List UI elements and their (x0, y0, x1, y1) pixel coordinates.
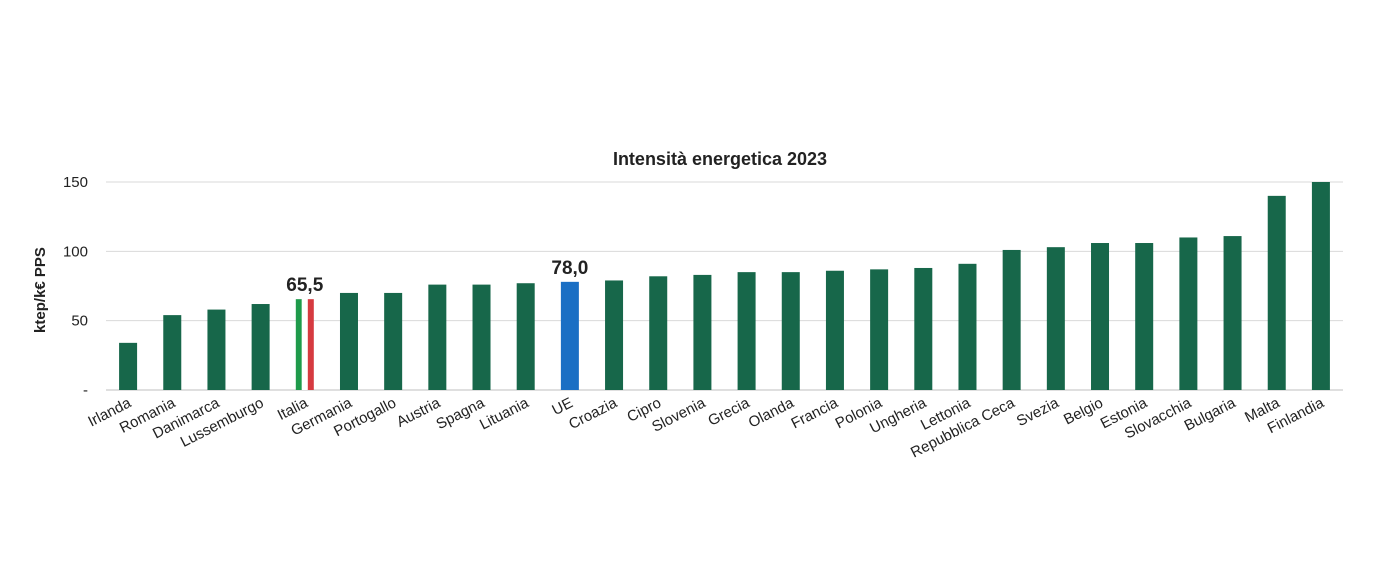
bar (1223, 236, 1242, 390)
x-tick-label: Croazia (566, 394, 620, 433)
bar (737, 272, 756, 390)
y-axis-label: ktep/k€ PPS (32, 247, 49, 333)
bar (251, 304, 270, 390)
bar (472, 284, 491, 390)
y-tick-label: - (83, 382, 88, 399)
bar (1046, 247, 1065, 390)
bar (207, 309, 226, 390)
bar (693, 274, 712, 390)
bar (1091, 243, 1110, 390)
bar (1002, 249, 1021, 390)
bar (560, 281, 579, 390)
y-tick-label: 150 (63, 174, 88, 191)
data-label: 78,0 (551, 258, 588, 279)
x-tick-label: Olanda (746, 394, 797, 431)
bar (384, 292, 403, 390)
bar (1311, 182, 1330, 390)
y-axis-ticks: - 50 100 150 (63, 174, 88, 399)
bar (339, 292, 358, 390)
x-tick-label: Grecia (705, 394, 753, 430)
chart-title: Intensità energetica 2023 (613, 149, 827, 169)
bars (119, 182, 1330, 390)
bar-segment-red (307, 299, 314, 390)
bar (428, 284, 447, 390)
bar (119, 342, 138, 390)
bar (516, 283, 535, 390)
bar-segment-white (301, 299, 308, 390)
x-tick-label: Bulgaria (1182, 394, 1239, 434)
x-tick-label: Lituania (477, 394, 532, 433)
bar-segment-green (295, 299, 302, 390)
data-labels: 65,5 78,0 (286, 258, 588, 296)
data-label: 65,5 (286, 275, 323, 296)
x-tick-label: Spagna (434, 394, 488, 433)
y-tick-label: 100 (63, 243, 88, 260)
bar (781, 272, 800, 390)
bar (870, 269, 889, 390)
bar (163, 315, 182, 390)
bar (649, 276, 668, 390)
bar (295, 299, 314, 390)
bar (1267, 195, 1286, 390)
bar (605, 280, 624, 390)
bar (825, 270, 844, 390)
x-tick-label: Belgio (1061, 394, 1106, 428)
x-tick-label: Francia (788, 394, 841, 432)
y-tick-label: 50 (71, 313, 88, 330)
bar (958, 263, 977, 390)
bar (1135, 243, 1154, 390)
x-tick-label: Svezia (1014, 394, 1062, 430)
bar (1179, 237, 1198, 390)
bar (914, 267, 933, 390)
